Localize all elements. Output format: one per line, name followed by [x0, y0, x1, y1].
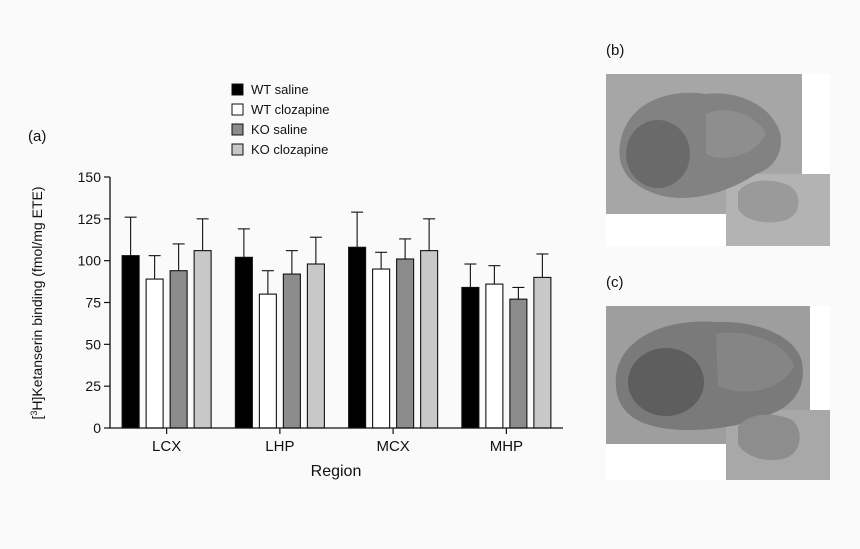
bar — [306, 263, 325, 429]
x-tick-label: LCX — [152, 438, 181, 455]
bar — [169, 270, 188, 429]
autoradiograph-c — [606, 306, 830, 480]
panel-label-a: (a) — [28, 128, 47, 145]
y-tick-label: 50 — [85, 336, 101, 352]
y-tick-label: 150 — [78, 169, 102, 185]
legend-swatch — [231, 83, 244, 96]
x-axis-label: Region — [311, 463, 362, 480]
legend: WT saline WT clozapine KO saline KO clozapi… — [231, 82, 330, 157]
x-axis: LCX LHP MCX MHP — [110, 427, 563, 455]
y-tick-label: 25 — [85, 378, 101, 394]
bar — [282, 273, 301, 429]
x-tick-label: MHP — [490, 438, 523, 455]
bar — [234, 256, 253, 429]
bar-chart: 0 25 50 75 100 125 150 LCX LHP MCX MHP Region [3H… — [29, 82, 563, 480]
bar — [121, 255, 140, 429]
legend-label: KO clozapine — [251, 142, 328, 157]
bar — [372, 268, 391, 429]
y-axis-label: [3H]Ketanserin binding (fmol/mg ETE) — [29, 187, 45, 420]
legend-label: WT clozapine — [251, 102, 330, 117]
y-tick-label: 125 — [78, 211, 102, 227]
bars — [121, 211, 552, 429]
bar — [396, 258, 415, 429]
legend-swatch — [231, 123, 244, 136]
y-axis: 0 25 50 75 100 125 150 — [78, 169, 111, 436]
bar — [420, 250, 439, 429]
bar — [193, 250, 212, 429]
autoradiograph-b — [606, 74, 830, 246]
y-tick-label: 75 — [85, 295, 101, 311]
bar — [348, 246, 367, 429]
bar — [509, 298, 528, 429]
legend-swatch — [231, 103, 244, 116]
y-tick-label: 0 — [93, 420, 101, 436]
bar — [461, 286, 480, 429]
panel-label-c: (c) — [606, 274, 624, 291]
legend-label: WT saline — [251, 82, 309, 97]
panel-label-b: (b) — [606, 42, 625, 59]
bar — [258, 293, 277, 429]
x-tick-label: MCX — [376, 438, 409, 455]
x-tick-label: LHP — [265, 438, 294, 455]
legend-label: KO saline — [251, 122, 307, 137]
bar — [533, 276, 552, 429]
bar — [145, 278, 164, 429]
bar — [485, 283, 504, 429]
legend-swatch — [231, 143, 244, 156]
y-tick-label: 100 — [78, 253, 102, 269]
